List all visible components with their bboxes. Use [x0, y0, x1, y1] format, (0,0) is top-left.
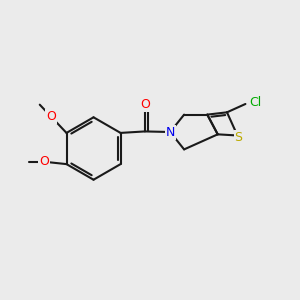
Text: S: S	[235, 131, 243, 144]
Text: Cl: Cl	[249, 96, 261, 109]
Text: N: N	[166, 125, 175, 139]
Text: O: O	[140, 98, 150, 111]
Text: O: O	[46, 110, 56, 123]
Text: O: O	[39, 155, 49, 168]
